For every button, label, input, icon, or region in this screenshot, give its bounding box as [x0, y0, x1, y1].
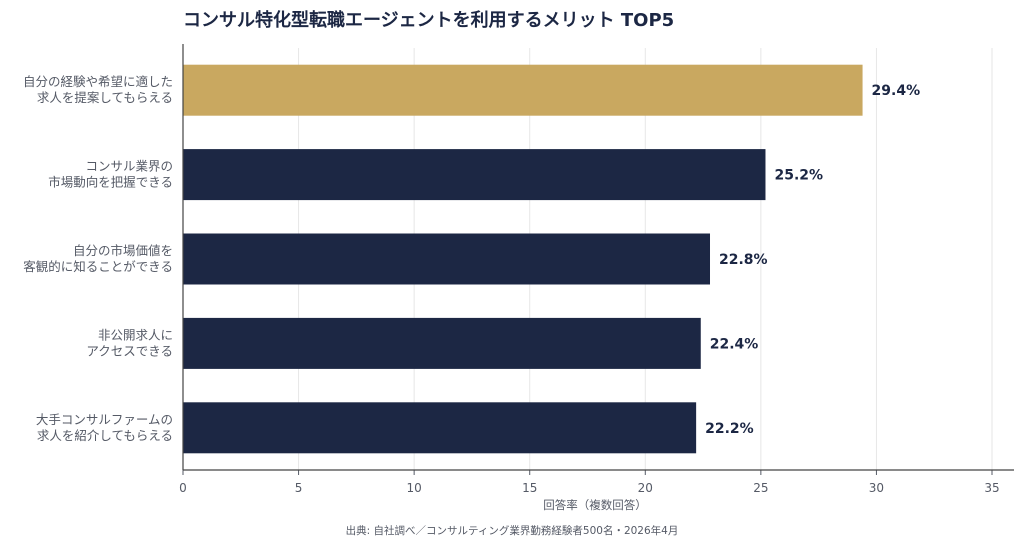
- source-note: 出典: 自社調べ／コンサルティング業界勤務経験者500名・2026年4月: [346, 524, 679, 537]
- category-label-line: 求人を紹介してもらえる: [37, 428, 173, 443]
- x-tick-label: 35: [984, 481, 999, 495]
- category-label-line: 求人を提案してもらえる: [37, 90, 173, 105]
- bar: [183, 317, 701, 369]
- category-label: コンサル業界の市場動向を把握できる: [48, 159, 173, 190]
- category-label-line: 市場動向を把握できる: [48, 175, 173, 190]
- bar: [183, 402, 697, 454]
- bar-value-label: 22.4%: [710, 336, 759, 352]
- bar: [183, 233, 711, 285]
- category-label-line: 客観的に知ることができる: [23, 259, 173, 274]
- bar: [183, 149, 766, 201]
- x-tick-label: 25: [753, 481, 768, 495]
- category-label-line: 自分の市場価値を: [73, 243, 173, 258]
- x-tick-label: 10: [407, 481, 422, 495]
- category-label-line: 自分の経験や希望に適した: [23, 74, 173, 89]
- bars: 29.4% 25.2% 22.8% 22.4% 22.2%: [183, 64, 921, 454]
- category-label-line: 大手コンサルファームの: [36, 412, 173, 427]
- category-label-line: 非公開求人に: [98, 327, 173, 342]
- x-axis-title: 回答率（複数回答）: [543, 498, 647, 512]
- x-tick-label: 30: [869, 481, 884, 495]
- x-tick-label: 20: [638, 481, 653, 495]
- bar-value-label: 25.2%: [774, 168, 823, 184]
- x-tick-label: 0: [179, 481, 187, 495]
- category-label: 自分の経験や希望に適した求人を提案してもらえる: [23, 74, 173, 105]
- category-label: 大手コンサルファームの求人を紹介してもらえる: [36, 412, 173, 443]
- category-label: 非公開求人にアクセスできる: [86, 327, 173, 358]
- category-label-line: コンサル業界の: [85, 159, 173, 174]
- bar-value-label: 22.2%: [705, 421, 754, 437]
- bar-value-label: 22.8%: [719, 252, 768, 268]
- x-tick-label: 15: [522, 481, 537, 495]
- bar: [183, 64, 863, 116]
- axes: 0 5 10 15 20 25 30 35 自分の経験や希望に適した求人を提案してもらえるコンサ…: [23, 44, 1014, 495]
- x-tick-label: 5: [295, 481, 303, 495]
- bar-value-label: 29.4%: [872, 83, 921, 99]
- chart-title: コンサル特化型転職エージェントを利用するメリット TOP5: [183, 9, 674, 31]
- category-label-line: アクセスできる: [86, 343, 173, 358]
- category-label: 自分の市場価値を客観的に知ることができる: [23, 243, 173, 274]
